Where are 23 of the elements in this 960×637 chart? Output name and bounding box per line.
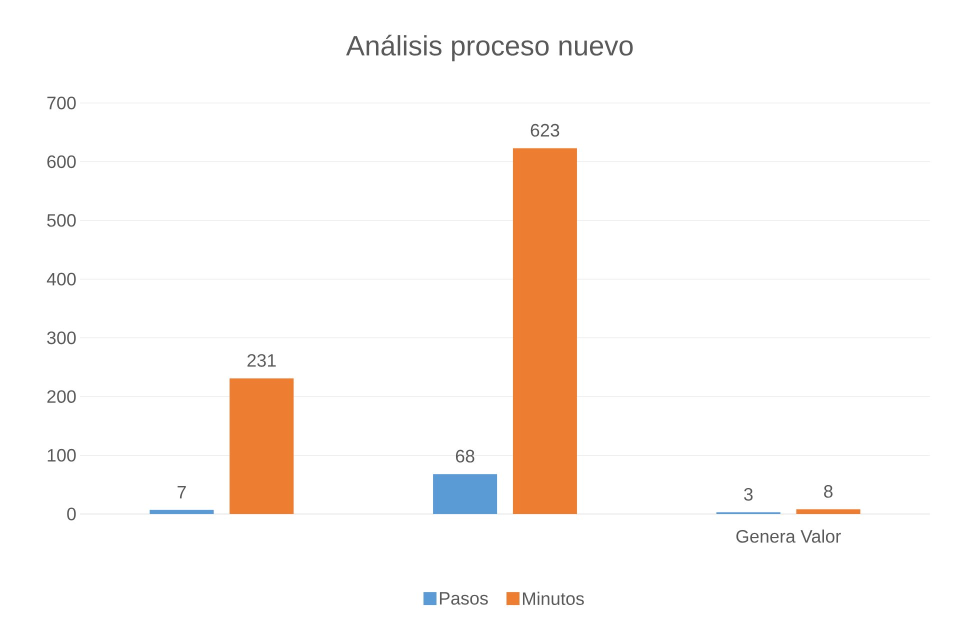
- bar: [512, 148, 577, 514]
- data-label: 68: [456, 450, 474, 463]
- data-label: 231: [248, 354, 276, 367]
- y-tick-label: 600: [47, 155, 76, 168]
- y-tick-label: 700: [47, 96, 76, 110]
- legend-label: Minutos: [522, 592, 584, 606]
- y-tick-label: 0: [67, 508, 76, 520]
- y-tick-label: 100: [48, 448, 76, 462]
- legend-label: Pasos: [440, 592, 488, 605]
- chart-title: Análisis proceso nuevo: [346, 34, 633, 62]
- y-tick-label: 400: [46, 272, 76, 286]
- y-tick-label: 200: [47, 390, 76, 403]
- data-label: 623: [530, 124, 560, 137]
- bar: [150, 510, 214, 514]
- data-label: 3: [744, 488, 753, 501]
- bar: [796, 509, 860, 514]
- y-tick-label: 500: [47, 214, 76, 227]
- y-tick-label: 300: [47, 331, 76, 344]
- data-label: 7: [178, 486, 186, 498]
- x-tick-label: Genera Valor: [736, 530, 841, 543]
- bar: [433, 474, 498, 514]
- bar: [230, 378, 294, 514]
- data-label: 8: [824, 485, 833, 498]
